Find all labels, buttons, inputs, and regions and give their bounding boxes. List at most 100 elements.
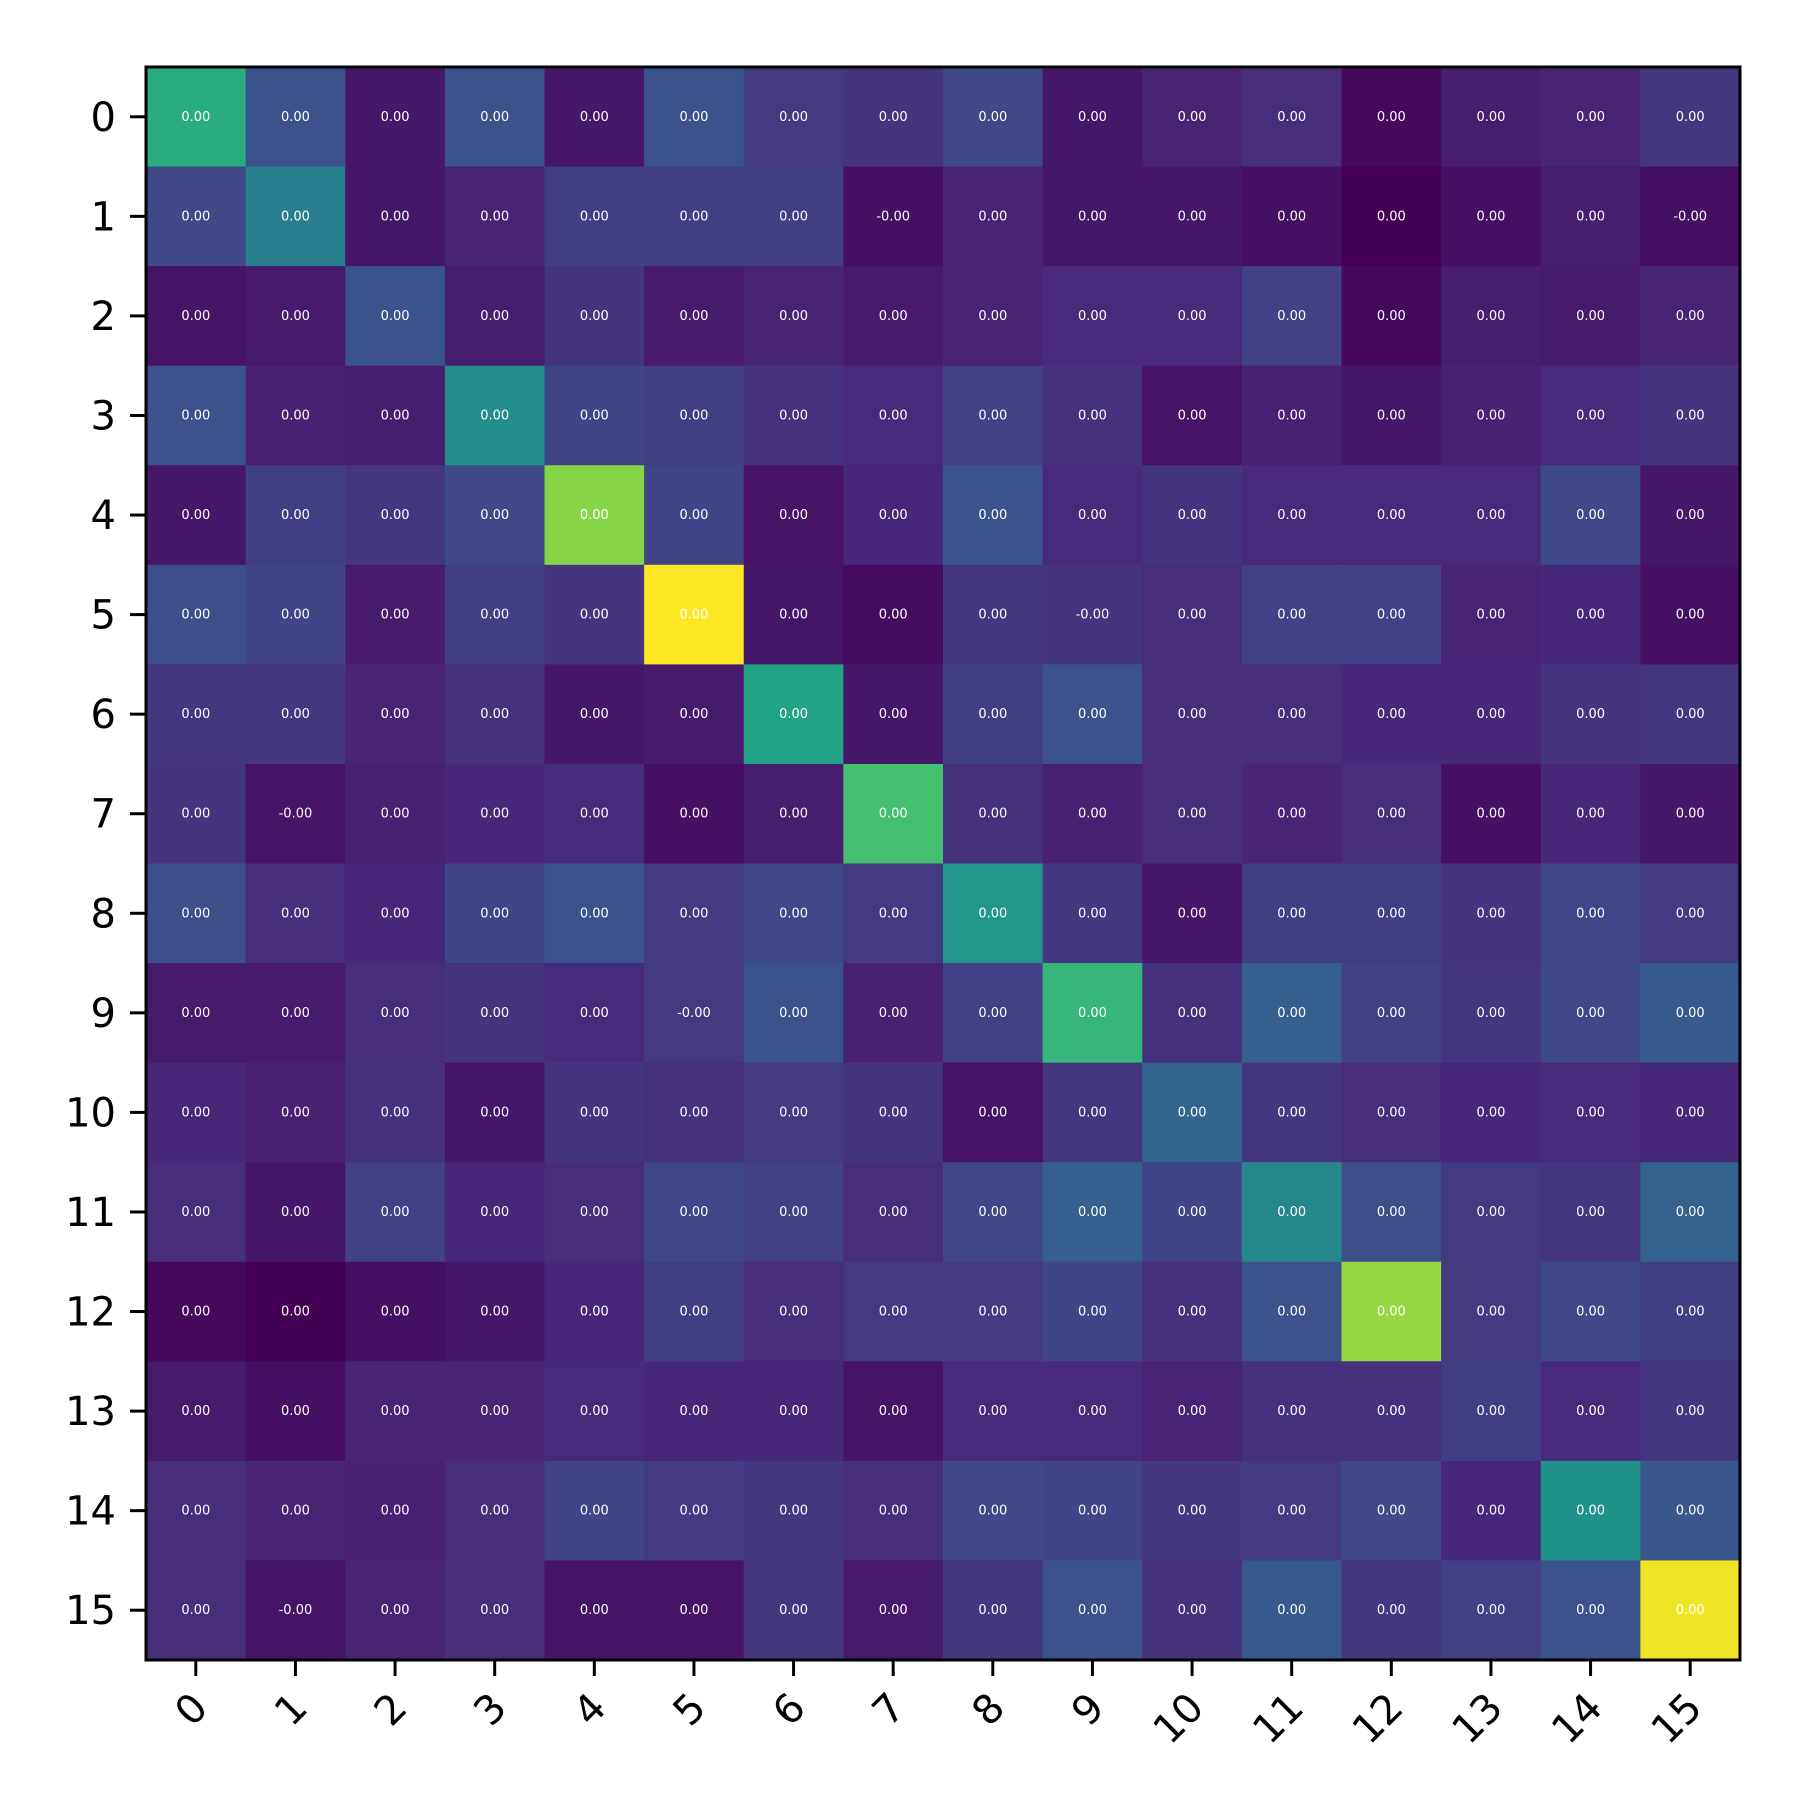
cell-value-label-7-6: 0.00 xyxy=(779,807,808,822)
cell-value-label-8-8: 0.00 xyxy=(978,906,1007,921)
cell-value-label-12-5: 0.00 xyxy=(679,1305,708,1320)
cell-value-label-6-9: 0.00 xyxy=(1078,707,1107,722)
cell-value-label-11-12: 0.00 xyxy=(1377,1205,1406,1220)
cell-value-label-8-15: 0.00 xyxy=(1676,906,1705,921)
cell-value-label-14-11: 0.00 xyxy=(1277,1504,1306,1519)
y-tick-label-3: 3 xyxy=(91,393,116,439)
cell-value-label-4-0: 0.00 xyxy=(181,508,210,523)
cell-value-label-3-6: 0.00 xyxy=(779,408,808,423)
cell-value-label-14-15: 0.00 xyxy=(1676,1504,1705,1519)
cell-value-label-10-0: 0.00 xyxy=(181,1105,210,1120)
cell-value-label-13-3: 0.00 xyxy=(480,1404,509,1419)
cell-value-label-0-1: 0.00 xyxy=(281,110,310,125)
cell-value-label-3-9: 0.00 xyxy=(1078,408,1107,423)
cell-value-label-2-9: 0.00 xyxy=(1078,309,1107,324)
cell-value-label-9-12: 0.00 xyxy=(1377,1006,1406,1021)
cell-value-label-11-4: 0.00 xyxy=(580,1205,609,1220)
y-tick-label-10: 10 xyxy=(65,1090,116,1136)
cell-value-label-0-14: 0.00 xyxy=(1576,110,1605,125)
cell-value-label-14-0: 0.00 xyxy=(181,1504,210,1519)
cell-value-label-14-5: 0.00 xyxy=(679,1504,708,1519)
cell-value-label-4-15: 0.00 xyxy=(1676,508,1705,523)
cell-value-label-15-0: 0.00 xyxy=(181,1603,210,1618)
cell-value-label-11-9: 0.00 xyxy=(1078,1205,1107,1220)
cell-value-label-5-14: 0.00 xyxy=(1576,608,1605,623)
cell-value-label-2-8: 0.00 xyxy=(978,309,1007,324)
cell-value-label-11-8: 0.00 xyxy=(978,1205,1007,1220)
x-tick-label-2: 2 xyxy=(366,1685,417,1736)
cell-value-label-15-2: 0.00 xyxy=(381,1603,410,1618)
cell-value-label-4-10: 0.00 xyxy=(1178,508,1207,523)
cell-value-label-7-12: 0.00 xyxy=(1377,807,1406,822)
cell-value-label-3-8: 0.00 xyxy=(978,408,1007,423)
cell-value-label-3-7: 0.00 xyxy=(879,408,908,423)
y-tick-label-9: 9 xyxy=(91,991,116,1037)
cell-value-label-2-2: 0.00 xyxy=(381,309,410,324)
x-tick-label-14: 14 xyxy=(1543,1685,1612,1754)
cell-value-label-9-2: 0.00 xyxy=(381,1006,410,1021)
cell-value-label-10-10: 0.00 xyxy=(1178,1105,1207,1120)
cell-value-label-10-14: 0.00 xyxy=(1576,1105,1605,1120)
cell-value-label-11-0: 0.00 xyxy=(181,1205,210,1220)
cell-value-label-12-3: 0.00 xyxy=(480,1305,509,1320)
cell-value-label-5-11: 0.00 xyxy=(1277,608,1306,623)
cell-value-label-14-8: 0.00 xyxy=(978,1504,1007,1519)
cell-value-label-3-12: 0.00 xyxy=(1377,408,1406,423)
cell-value-label-14-3: 0.00 xyxy=(480,1504,509,1519)
cell-value-label-0-10: 0.00 xyxy=(1178,110,1207,125)
cell-value-label-5-5: 0.00 xyxy=(679,608,708,623)
cell-value-label-1-0: 0.00 xyxy=(181,209,210,224)
cell-value-label-1-6: 0.00 xyxy=(779,209,808,224)
cell-value-label-14-1: 0.00 xyxy=(281,1504,310,1519)
cell-value-label-6-1: 0.00 xyxy=(281,707,310,722)
x-tick-label-9: 9 xyxy=(1063,1685,1114,1736)
cell-value-label-0-4: 0.00 xyxy=(580,110,609,125)
cell-value-label-11-5: 0.00 xyxy=(679,1205,708,1220)
cell-value-label-1-14: 0.00 xyxy=(1576,209,1605,224)
cell-value-label-7-0: 0.00 xyxy=(181,807,210,822)
cell-value-label-11-11: 0.00 xyxy=(1277,1205,1306,1220)
cell-value-label-0-8: 0.00 xyxy=(978,110,1007,125)
cell-value-label-4-11: 0.00 xyxy=(1277,508,1306,523)
cell-value-label-8-0: 0.00 xyxy=(181,906,210,921)
x-tick-label-6: 6 xyxy=(764,1685,815,1736)
cell-value-label-1-13: 0.00 xyxy=(1476,209,1505,224)
x-tick-label-8: 8 xyxy=(963,1685,1014,1736)
cell-value-label-15-11: 0.00 xyxy=(1277,1603,1306,1618)
cell-value-label-10-9: 0.00 xyxy=(1078,1105,1107,1120)
cell-value-label-13-15: 0.00 xyxy=(1676,1404,1705,1419)
cell-value-label-1-1: 0.00 xyxy=(281,209,310,224)
heatmap-cells xyxy=(146,67,1741,1661)
cell-value-label-2-11: 0.00 xyxy=(1277,309,1306,324)
cell-value-label-5-3: 0.00 xyxy=(480,608,509,623)
cell-value-label-11-14: 0.00 xyxy=(1576,1205,1605,1220)
cell-value-label-12-7: 0.00 xyxy=(879,1305,908,1320)
cell-value-label-5-15: 0.00 xyxy=(1676,608,1705,623)
cell-value-label-15-1: -0.00 xyxy=(279,1603,313,1618)
cell-value-label-10-5: 0.00 xyxy=(679,1105,708,1120)
cell-value-label-13-7: 0.00 xyxy=(879,1404,908,1419)
cell-value-label-1-4: 0.00 xyxy=(580,209,609,224)
cell-value-label-12-11: 0.00 xyxy=(1277,1305,1306,1320)
cell-value-label-13-11: 0.00 xyxy=(1277,1404,1306,1419)
cell-value-label-9-9: 0.00 xyxy=(1078,1006,1107,1021)
cell-value-label-7-7: 0.00 xyxy=(879,807,908,822)
cell-value-label-4-4: 0.00 xyxy=(580,508,609,523)
cell-value-label-10-11: 0.00 xyxy=(1277,1105,1306,1120)
cell-value-label-6-6: 0.00 xyxy=(779,707,808,722)
cell-value-label-13-4: 0.00 xyxy=(580,1404,609,1419)
cell-value-label-7-8: 0.00 xyxy=(978,807,1007,822)
cell-value-label-11-6: 0.00 xyxy=(779,1205,808,1220)
cell-value-label-3-11: 0.00 xyxy=(1277,408,1306,423)
cell-value-label-10-1: 0.00 xyxy=(281,1105,310,1120)
cell-value-label-5-0: 0.00 xyxy=(181,608,210,623)
y-tick-label-2: 2 xyxy=(91,294,116,340)
cell-value-label-12-13: 0.00 xyxy=(1476,1305,1505,1320)
cell-value-label-10-7: 0.00 xyxy=(879,1105,908,1120)
cell-value-label-5-9: -0.00 xyxy=(1076,608,1110,623)
cell-value-label-11-7: 0.00 xyxy=(879,1205,908,1220)
x-tick-label-5: 5 xyxy=(664,1685,715,1736)
cell-value-label-0-5: 0.00 xyxy=(679,110,708,125)
x-tick-label-11: 11 xyxy=(1244,1685,1313,1754)
cell-value-label-6-0: 0.00 xyxy=(181,707,210,722)
